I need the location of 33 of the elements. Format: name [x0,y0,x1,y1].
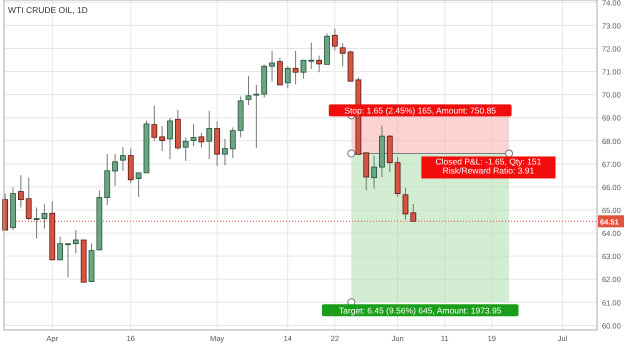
candlestick [206,110,212,160]
candlestick [136,172,142,198]
candlestick [269,50,275,82]
candlestick [57,236,64,260]
candlestick [284,66,291,89]
candlestick [402,187,408,220]
candlestick [159,126,166,152]
candlestick [246,76,252,106]
band-label: Stop: 1.65 (2.45%) 165, Amount: 750.85 [344,105,496,116]
candlestick [65,243,71,278]
candlestick [340,42,346,67]
candlestick [120,146,126,172]
annotation: Closed P&L: -1.65, Qty: 151 [436,156,542,166]
candlestick [34,206,40,240]
candlestick [300,60,306,79]
candlestick [151,105,158,142]
text: WTI CRUDE OIL, 1D [8,5,88,15]
candlestick [230,126,236,159]
candlestick [182,137,189,162]
band-label: Target: 6.45 (9.56%) 645, Amount: 1973.95 [338,305,502,316]
candlestick [292,50,298,85]
candlestick [222,138,228,166]
candlestick [190,123,196,147]
candlestick [42,204,48,230]
candlestick [276,57,283,86]
candlestick [18,174,24,208]
candlestick [72,230,79,254]
candlestick [198,132,204,148]
candlestick [332,28,338,52]
candlestick [316,55,322,73]
candlestick [112,153,118,186]
annotation: Risk/Reward Ratio: 3.91 [442,165,535,176]
candlestick [167,117,173,160]
